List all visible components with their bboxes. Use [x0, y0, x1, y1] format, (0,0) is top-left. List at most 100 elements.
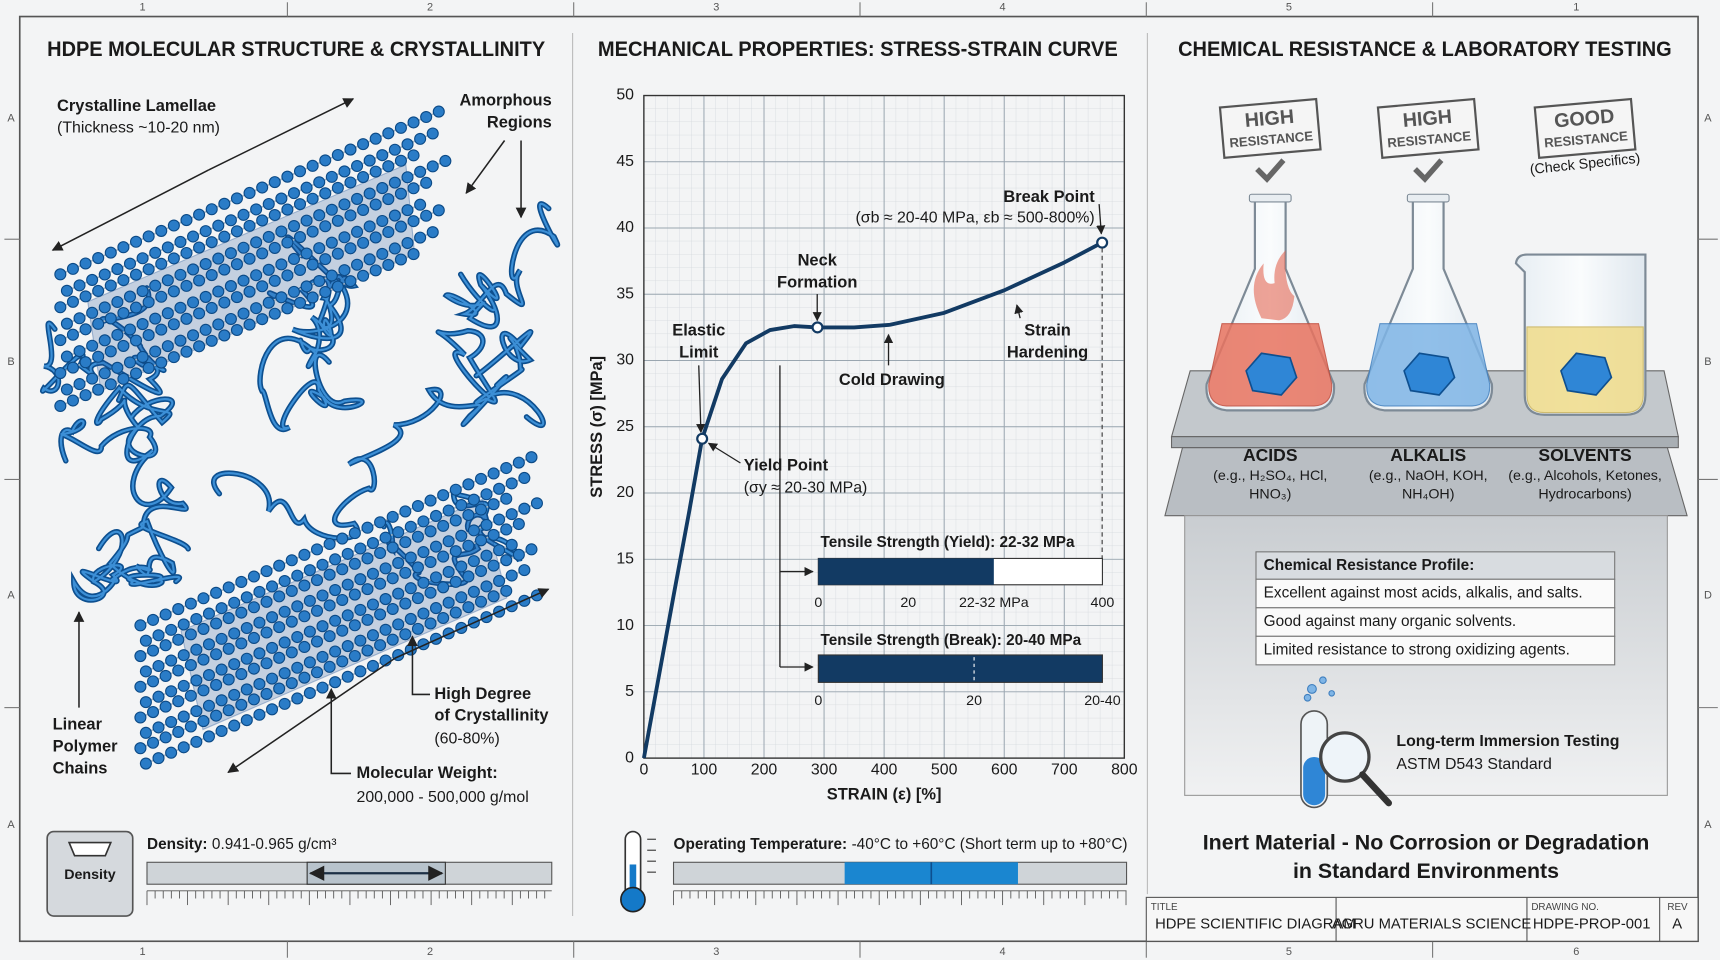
break-bar [817, 654, 1103, 683]
bead [449, 483, 462, 496]
bead [379, 593, 392, 606]
bead [404, 551, 417, 564]
bead [329, 645, 342, 658]
bead [449, 545, 462, 558]
bead [273, 621, 286, 634]
bead [66, 328, 79, 341]
bead [215, 602, 228, 615]
bead [512, 548, 525, 561]
hdpe-sample [1560, 352, 1613, 396]
bead [92, 252, 105, 265]
bead [79, 257, 92, 270]
bead [139, 634, 152, 647]
bead [518, 471, 531, 485]
bead [104, 345, 117, 358]
bead [240, 652, 253, 665]
bead [268, 307, 281, 320]
bead [190, 735, 203, 748]
bead [313, 209, 326, 222]
bead [278, 575, 291, 588]
bead [420, 209, 433, 222]
bead [374, 639, 387, 652]
bead [348, 649, 361, 663]
bead [399, 597, 412, 610]
bead [316, 650, 329, 663]
bead [205, 301, 218, 314]
bead [285, 646, 298, 659]
bead [253, 585, 266, 598]
bead [414, 231, 427, 244]
polymer-chain [134, 492, 513, 663]
bead [199, 290, 212, 303]
bead [177, 710, 190, 723]
label: HDPE SCIENTIFIC DIAGRAM [1155, 917, 1356, 933]
bead [369, 264, 382, 277]
bead [316, 620, 329, 633]
bead [228, 596, 241, 609]
bead [401, 237, 414, 250]
label: Density: [147, 836, 208, 853]
bead [161, 340, 174, 353]
bead [291, 600, 304, 613]
bead [253, 647, 266, 660]
bead [142, 263, 155, 276]
bead [152, 721, 165, 734]
bead [250, 302, 263, 315]
polymer-chain [60, 226, 439, 396]
bead [480, 488, 493, 501]
label: DRAWING NO. [1531, 902, 1599, 913]
flask-rim [1248, 193, 1292, 203]
bead [142, 230, 155, 243]
bead [336, 624, 349, 637]
bead [341, 670, 354, 683]
bead [310, 574, 324, 587]
bead [184, 720, 197, 733]
bead [123, 323, 137, 336]
bead [530, 497, 543, 510]
bead [341, 609, 354, 622]
bead [357, 171, 370, 184]
bead [474, 534, 488, 547]
label: 600 [991, 761, 1018, 778]
bead [361, 644, 374, 657]
bead [253, 616, 266, 629]
bead [411, 499, 424, 513]
amorphous-chain [41, 286, 165, 394]
bead [310, 604, 324, 617]
polymer-chain [139, 538, 518, 709]
label: 2 [427, 946, 433, 958]
bead [306, 192, 319, 205]
bead [212, 219, 225, 232]
bead [455, 560, 468, 573]
bead [298, 671, 311, 684]
bead [386, 602, 399, 616]
bead [281, 269, 294, 282]
bead [474, 595, 488, 608]
bead [303, 594, 316, 607]
bead [54, 399, 67, 412]
bead [193, 208, 206, 221]
bead [287, 187, 301, 200]
bead [146, 706, 160, 719]
bead [376, 149, 389, 162]
bead [411, 530, 424, 543]
bead [123, 257, 137, 270]
stamp-border [1533, 97, 1637, 159]
bead [344, 242, 357, 255]
bead [462, 539, 475, 552]
bead [300, 280, 313, 293]
bead [275, 225, 288, 238]
label: 500 [931, 761, 958, 778]
bead [193, 274, 206, 287]
label: Chains [53, 759, 108, 777]
bead [212, 285, 225, 298]
bead [369, 198, 382, 211]
bead [319, 187, 332, 200]
bead [331, 247, 344, 260]
bead [146, 736, 160, 749]
bead [73, 279, 86, 292]
bead [218, 329, 231, 342]
label: Amorphous [460, 91, 552, 109]
bead [165, 746, 178, 759]
bead [139, 696, 152, 709]
